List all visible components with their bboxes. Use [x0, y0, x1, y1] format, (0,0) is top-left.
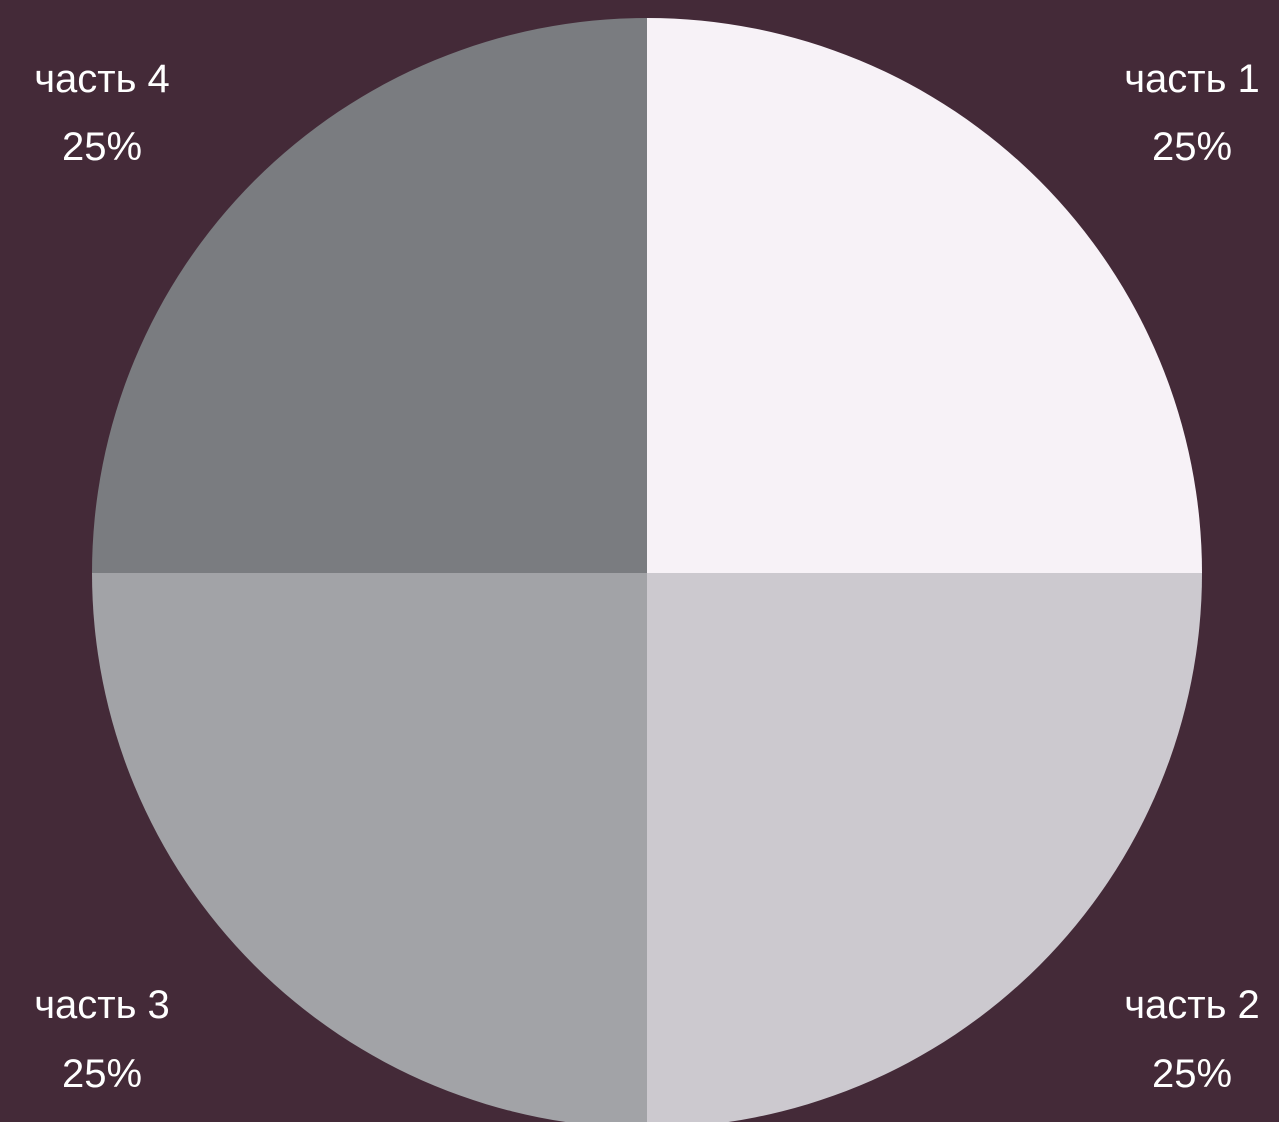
pie-slice-4 [92, 18, 647, 573]
slice-label-2: часть 2 [1124, 983, 1260, 1027]
slice-percent-3: 25% [62, 1052, 142, 1096]
slice-percent-2: 25% [1152, 1052, 1232, 1096]
pie-labels: часть 1 25% часть 2 25% часть 3 25% часть 4 25% [34, 57, 1260, 1096]
slice-label-4: часть 4 [34, 57, 170, 101]
pie-slices [92, 18, 1202, 1122]
pie-slice-3 [92, 573, 647, 1122]
slice-percent-4: 25% [62, 125, 142, 169]
slice-label-1: часть 1 [1124, 57, 1260, 101]
slice-percent-1: 25% [1152, 125, 1232, 169]
slice-label-3: часть 3 [34, 983, 170, 1027]
pie-slice-2 [647, 573, 1202, 1122]
pie-slice-1 [647, 18, 1202, 573]
